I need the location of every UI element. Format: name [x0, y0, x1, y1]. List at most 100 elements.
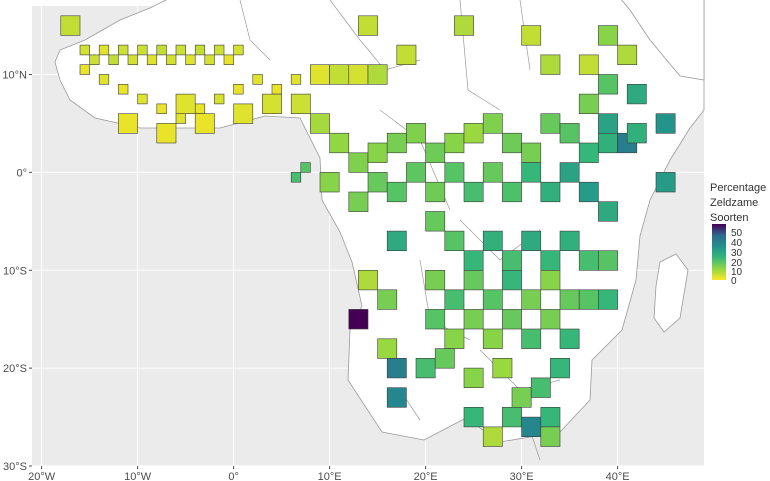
map-panel [32, 0, 705, 467]
grid-cell-104 [540, 309, 561, 330]
grid-cell-76 [598, 201, 618, 222]
grid-cell-66 [406, 162, 426, 183]
grid-cell-14 [204, 54, 215, 66]
grid-cell-100 [463, 309, 484, 330]
grid-cell-33 [233, 103, 254, 124]
x-tick-label-2: 0° [228, 471, 239, 481]
y-axis: 10°N 0° 10°S 20°S 30°S [2, 70, 32, 473]
grid-cell-28 [271, 84, 282, 95]
grid-cell-88 [425, 269, 446, 291]
grid-cell-131 [598, 25, 618, 46]
grid-cell-30 [118, 113, 138, 134]
grid-cell-101 [482, 328, 503, 349]
grid-cell-16 [223, 54, 234, 66]
grid-cell-54 [578, 142, 599, 163]
grid-cell-124 [463, 406, 484, 428]
grid-cell-108 [348, 309, 369, 330]
grid-cell-45 [406, 123, 426, 144]
grid-cell-31 [156, 123, 177, 144]
grid-cell-123 [540, 426, 561, 447]
grid-cell-95 [559, 289, 580, 310]
grid-cell-130 [578, 54, 599, 75]
grid-cell-84 [540, 250, 561, 271]
grid-cell-73 [540, 181, 561, 203]
grid-cell-65 [386, 181, 407, 203]
grid-cell-46 [425, 142, 446, 163]
grid-cell-109 [377, 338, 398, 359]
grid-cell-37 [329, 64, 350, 85]
grid-cell-91 [482, 289, 503, 310]
grid-cell-75 [578, 181, 599, 203]
grid-cell-136 [300, 162, 311, 173]
grid-cell-97 [598, 289, 618, 310]
grid-cell-126 [655, 113, 676, 134]
madagascar-land [653, 253, 689, 333]
grid-cell-50 [502, 132, 522, 154]
grid-cell-13 [194, 44, 206, 56]
grid-cell-125 [175, 93, 196, 114]
grid-cell-52 [540, 113, 561, 134]
grid-cell-8 [146, 54, 158, 66]
x-tick-label-1: 10°W [124, 471, 152, 481]
grid-cell-116 [511, 387, 532, 408]
grid-cell-63 [348, 191, 369, 212]
grid-cell-49 [482, 113, 503, 134]
grid-cell-27 [252, 74, 263, 85]
grid-cell-86 [578, 250, 599, 271]
grid-cell-26 [233, 84, 244, 95]
legend-tick-40: 40 [731, 238, 743, 249]
grid-cell-99 [444, 328, 465, 349]
legend-tick-10: 10 [731, 267, 743, 278]
legend: Percentage Zeldzame Soorten 50 40 30 20 … [710, 182, 766, 287]
grid-cell-74 [559, 162, 580, 183]
grid-cell-23 [175, 113, 186, 124]
legend-tick-30: 30 [731, 248, 743, 259]
grid-cell-42 [348, 152, 369, 173]
grid-cell-94 [540, 269, 561, 291]
grid-cell-70 [482, 162, 503, 183]
grid-cell-17 [233, 44, 244, 56]
grid-cell-20 [118, 84, 129, 95]
grid-cell-43 [367, 142, 388, 163]
grid-cell-105 [559, 328, 580, 349]
grid-cell-77 [386, 230, 407, 252]
grid-cell-115 [492, 357, 513, 379]
grid-cell-122 [482, 426, 503, 447]
grid-cell-119 [502, 406, 522, 428]
grid-cell-120 [521, 416, 542, 438]
grid-cell-29 [290, 74, 302, 85]
grid-cell-56 [598, 113, 618, 134]
grid-cell-5 [118, 44, 129, 56]
grid-cell-44 [386, 132, 407, 154]
grid-cell-41 [329, 132, 350, 154]
grid-cell-114 [463, 367, 484, 389]
grid-cell-103 [521, 328, 542, 349]
grid-cell-4 [108, 54, 119, 66]
grid-cell-61 [626, 123, 647, 144]
grid-cell-121 [540, 406, 561, 428]
grid-cell-135 [396, 44, 417, 65]
grid-cell-38 [348, 64, 369, 85]
grid-cell-72 [521, 162, 542, 183]
grid-cell-78 [425, 211, 446, 232]
grid-cell-134 [358, 15, 378, 36]
grid-cell-24 [194, 103, 206, 115]
grid-cell-127 [655, 172, 676, 193]
grid-cell-83 [521, 230, 542, 252]
grid-cell-133 [454, 15, 474, 36]
grid-cell-118 [550, 357, 570, 379]
grid-cell-40 [310, 113, 330, 134]
grid-cell-21 [137, 93, 148, 105]
grid-cell-80 [463, 250, 484, 271]
grid-cell-60 [626, 84, 647, 105]
grid-cell-117 [530, 377, 551, 398]
grid-cell-11 [175, 44, 186, 56]
grid-cell-7 [137, 44, 148, 56]
species-cells [60, 15, 676, 447]
grid-cell-98 [425, 309, 446, 330]
legend-title-line-3: Soorten [710, 212, 749, 224]
grid-cell-92 [502, 269, 522, 291]
grid-cell-111 [386, 387, 407, 408]
grid-cell-58 [578, 93, 599, 114]
